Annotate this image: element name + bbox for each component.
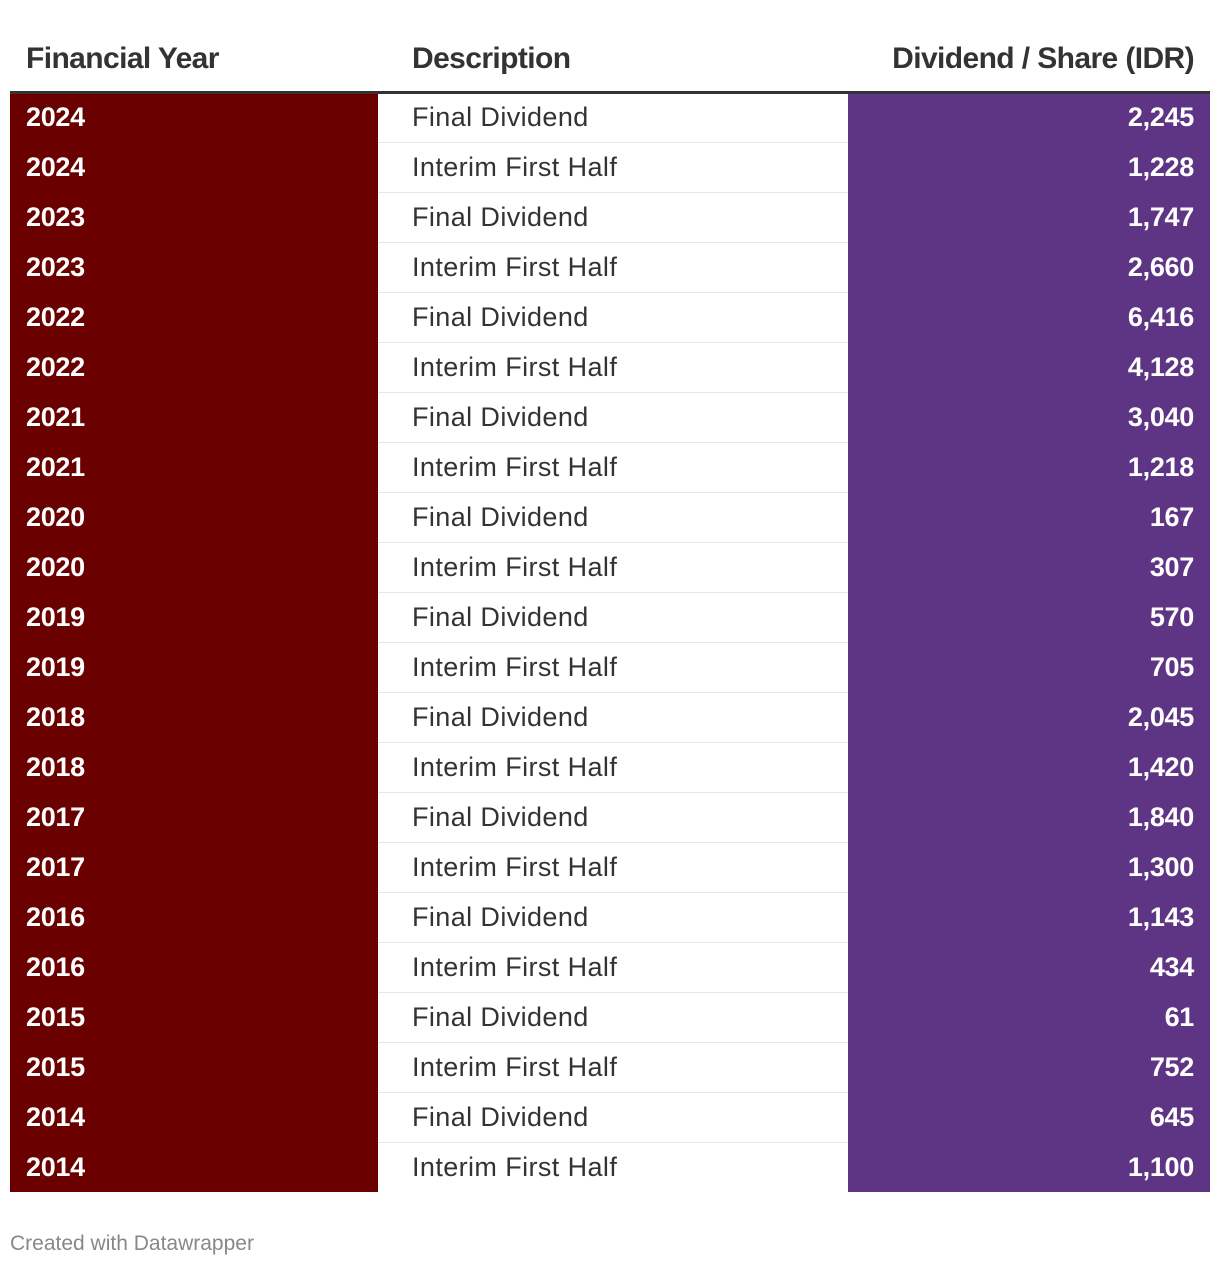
table-row: 2020 Interim First Half 307 bbox=[10, 542, 1210, 593]
year-cell: 2014 bbox=[10, 1092, 378, 1142]
dividend-cell: 705 bbox=[848, 642, 1210, 692]
description-cell: Interim First Half bbox=[378, 1042, 848, 1093]
dividend-table: Financial Year Description Dividend / Sh… bbox=[10, 28, 1210, 1192]
description-cell: Interim First Half bbox=[378, 142, 848, 193]
description-cell: Final Dividend bbox=[378, 992, 848, 1043]
year-cell: 2016 bbox=[10, 892, 378, 942]
year-cell: 2018 bbox=[10, 742, 378, 792]
dividend-cell: 1,300 bbox=[848, 842, 1210, 892]
dividend-cell: 2,660 bbox=[848, 242, 1210, 292]
dividend-cell: 167 bbox=[848, 492, 1210, 542]
dividend-cell: 645 bbox=[848, 1092, 1210, 1142]
dividend-cell: 1,100 bbox=[848, 1142, 1210, 1192]
description-cell: Interim First Half bbox=[378, 1142, 848, 1192]
year-cell: 2014 bbox=[10, 1142, 378, 1192]
description-cell: Interim First Half bbox=[378, 642, 848, 693]
table-row: 2022 Final Dividend 6,416 bbox=[10, 292, 1210, 343]
dividend-cell: 2,245 bbox=[848, 92, 1210, 142]
dividend-cell: 1,228 bbox=[848, 142, 1210, 192]
description-cell: Interim First Half bbox=[378, 342, 848, 393]
year-cell: 2019 bbox=[10, 592, 378, 642]
description-cell: Final Dividend bbox=[378, 792, 848, 843]
dividend-cell: 1,840 bbox=[848, 792, 1210, 842]
table-row: 2018 Interim First Half 1,420 bbox=[10, 742, 1210, 793]
dividend-cell: 1,747 bbox=[848, 192, 1210, 242]
table-row: 2021 Final Dividend 3,040 bbox=[10, 392, 1210, 443]
header-dividend-per-share: Dividend / Share (IDR) bbox=[848, 28, 1210, 94]
description-cell: Interim First Half bbox=[378, 742, 848, 793]
year-cell: 2017 bbox=[10, 792, 378, 842]
table-row: 2024 Interim First Half 1,228 bbox=[10, 142, 1210, 193]
table-row: 2015 Interim First Half 752 bbox=[10, 1042, 1210, 1093]
dividend-cell: 307 bbox=[848, 542, 1210, 592]
dividend-cell: 2,045 bbox=[848, 692, 1210, 742]
table-row: 2023 Final Dividend 1,747 bbox=[10, 192, 1210, 243]
description-cell: Interim First Half bbox=[378, 242, 848, 293]
table-row: 2020 Final Dividend 167 bbox=[10, 492, 1210, 543]
table-body: 2024 Final Dividend 2,245 2024 Interim First… bbox=[10, 92, 1210, 1192]
description-cell: Final Dividend bbox=[378, 92, 848, 143]
year-cell: 2021 bbox=[10, 442, 378, 492]
description-cell: Final Dividend bbox=[378, 492, 848, 543]
year-cell: 2015 bbox=[10, 1042, 378, 1092]
description-cell: Final Dividend bbox=[378, 292, 848, 343]
year-cell: 2022 bbox=[10, 292, 378, 342]
year-cell: 2021 bbox=[10, 392, 378, 442]
description-cell: Final Dividend bbox=[378, 392, 848, 443]
description-cell: Final Dividend bbox=[378, 692, 848, 743]
table-row: 2022 Interim First Half 4,128 bbox=[10, 342, 1210, 393]
header-description: Description bbox=[378, 28, 848, 94]
dividend-cell: 3,040 bbox=[848, 392, 1210, 442]
dividend-cell: 1,143 bbox=[848, 892, 1210, 942]
table-row: 2016 Interim First Half 434 bbox=[10, 942, 1210, 993]
table-row: 2019 Interim First Half 705 bbox=[10, 642, 1210, 693]
table-row: 2024 Final Dividend 2,245 bbox=[10, 92, 1210, 143]
description-cell: Final Dividend bbox=[378, 192, 848, 243]
year-cell: 2024 bbox=[10, 142, 378, 192]
description-cell: Interim First Half bbox=[378, 542, 848, 593]
description-cell: Final Dividend bbox=[378, 592, 848, 643]
table-row: 2023 Interim First Half 2,660 bbox=[10, 242, 1210, 293]
year-cell: 2024 bbox=[10, 92, 378, 142]
table-row: 2015 Final Dividend 61 bbox=[10, 992, 1210, 1043]
year-cell: 2017 bbox=[10, 842, 378, 892]
header-financial-year: Financial Year bbox=[10, 28, 378, 94]
year-cell: 2020 bbox=[10, 492, 378, 542]
datawrapper-credit: Created with Datawrapper bbox=[10, 1232, 254, 1255]
year-cell: 2023 bbox=[10, 192, 378, 242]
table-row: 2021 Interim First Half 1,218 bbox=[10, 442, 1210, 493]
table-row: 2018 Final Dividend 2,045 bbox=[10, 692, 1210, 743]
dividend-cell: 570 bbox=[848, 592, 1210, 642]
description-cell: Interim First Half bbox=[378, 442, 848, 493]
description-cell: Interim First Half bbox=[378, 842, 848, 893]
year-cell: 2019 bbox=[10, 642, 378, 692]
dividend-cell: 1,218 bbox=[848, 442, 1210, 492]
dividend-cell: 1,420 bbox=[848, 742, 1210, 792]
dividend-cell: 6,416 bbox=[848, 292, 1210, 342]
table-row: 2019 Final Dividend 570 bbox=[10, 592, 1210, 643]
table-row: 2017 Interim First Half 1,300 bbox=[10, 842, 1210, 893]
year-cell: 2015 bbox=[10, 992, 378, 1042]
dividend-cell: 61 bbox=[848, 992, 1210, 1042]
year-cell: 2020 bbox=[10, 542, 378, 592]
year-cell: 2018 bbox=[10, 692, 378, 742]
table-row: 2014 Final Dividend 645 bbox=[10, 1092, 1210, 1143]
year-cell: 2016 bbox=[10, 942, 378, 992]
header-row: Financial Year Description Dividend / Sh… bbox=[10, 28, 1210, 94]
description-cell: Final Dividend bbox=[378, 1092, 848, 1143]
dividend-cell: 4,128 bbox=[848, 342, 1210, 392]
dividend-cell: 434 bbox=[848, 942, 1210, 992]
year-cell: 2023 bbox=[10, 242, 378, 292]
table-header: Financial Year Description Dividend / Sh… bbox=[10, 28, 1210, 94]
description-cell: Interim First Half bbox=[378, 942, 848, 993]
dividend-cell: 752 bbox=[848, 1042, 1210, 1092]
table-row: 2016 Final Dividend 1,143 bbox=[10, 892, 1210, 943]
table-row: 2014 Interim First Half 1,100 bbox=[10, 1142, 1210, 1192]
table-row: 2017 Final Dividend 1,840 bbox=[10, 792, 1210, 843]
dividend-table-container: Financial Year Description Dividend / Sh… bbox=[10, 28, 1210, 1192]
year-cell: 2022 bbox=[10, 342, 378, 392]
description-cell: Final Dividend bbox=[378, 892, 848, 943]
